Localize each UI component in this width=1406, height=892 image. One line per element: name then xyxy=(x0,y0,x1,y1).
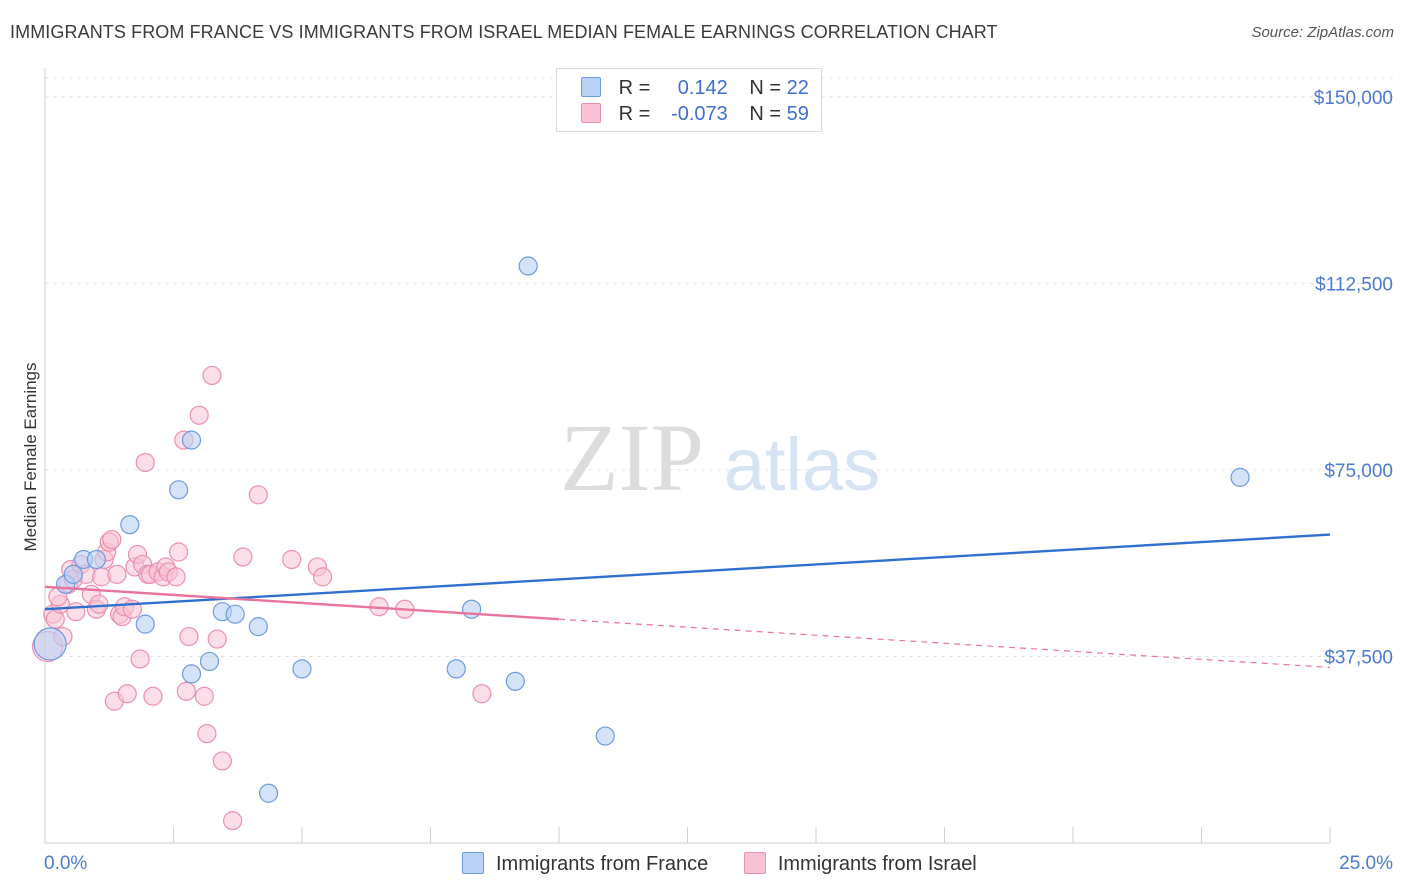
france-point-16 xyxy=(462,599,482,619)
israel-point-13 xyxy=(89,594,109,614)
israel-point-54 xyxy=(312,567,333,587)
trend-lines xyxy=(44,533,1331,669)
israel-point-57 xyxy=(472,684,492,704)
tick-labels: $37,500 $75,000 $112,500 $150,000 0.0% 25.0% xyxy=(44,88,1393,874)
israel-point-47 xyxy=(207,629,227,649)
israel-swatch xyxy=(581,103,601,123)
israel-point-42 xyxy=(179,626,199,647)
legend-row-france: R = 0.142 N = 22 xyxy=(581,77,809,101)
france-r-label: R = xyxy=(618,77,651,99)
france-point-6 xyxy=(169,480,189,500)
france-point-13 xyxy=(258,783,279,803)
israel-point-8 xyxy=(66,602,86,622)
legend-row-israel: R = -0.073 N = 59 xyxy=(581,103,809,127)
france-point-17 xyxy=(505,671,525,691)
israel-r-label: R = xyxy=(618,103,651,125)
france-legend-swatch xyxy=(462,852,484,874)
france-point-8 xyxy=(181,430,202,450)
x-tick-label-0: 0.0% xyxy=(44,853,87,874)
chart-title: IMMIGRANTS FROM FRANCE VS IMMIGRANTS FRO… xyxy=(10,22,998,42)
france-n-value: 22 xyxy=(786,77,809,99)
israel-point-28 xyxy=(130,649,150,669)
legend-item-israel: Immigrants from Israel xyxy=(743,852,977,876)
israel-point-44 xyxy=(194,686,214,706)
france-swatch xyxy=(581,77,601,97)
france-point-7 xyxy=(181,664,202,684)
france-point-4 xyxy=(120,515,140,535)
legend-item-france: Immigrants from France xyxy=(462,852,708,876)
y-tick-label-3: $150,000 xyxy=(1314,88,1393,109)
y-tick-label-1: $75,000 xyxy=(1324,461,1393,482)
israel-point-39 xyxy=(169,542,189,562)
source-label: Source: ZipAtlas.com xyxy=(1251,24,1394,41)
france-point-18 xyxy=(518,256,538,276)
y-axis-title: Median Female Earnings xyxy=(21,363,40,552)
israel-point-48 xyxy=(212,751,232,771)
watermark-atlas: atlas xyxy=(724,423,880,506)
israel-point-50 xyxy=(233,547,253,567)
israel-legend-label: Immigrants from Israel xyxy=(777,853,977,875)
france-point-21 xyxy=(63,564,83,584)
israel-point-46 xyxy=(202,365,222,386)
france-point-3 xyxy=(86,549,107,570)
israel-point-41 xyxy=(176,681,196,701)
series-legend: Immigrants from France Immigrants from I… xyxy=(462,852,1007,876)
france-point-19 xyxy=(595,726,615,746)
watermark-zip: ZIP xyxy=(560,404,704,511)
france-point-11 xyxy=(225,604,245,624)
israel-r-value: -0.073 xyxy=(671,103,728,125)
france-legend-label: Immigrants from France xyxy=(496,853,709,875)
israel-point-20 xyxy=(107,564,127,584)
israel-point-38 xyxy=(166,567,186,587)
x-tick-label-1: 25.0% xyxy=(1339,853,1393,874)
france-point-20 xyxy=(1230,467,1250,487)
israel-trend-dashed xyxy=(558,618,1331,669)
france-point-0 xyxy=(33,627,67,661)
israel-point-30 xyxy=(135,452,155,473)
israel-point-33 xyxy=(143,686,163,706)
france-r-value: 0.142 xyxy=(677,77,728,99)
israel-point-45 xyxy=(197,723,217,744)
france-point-9 xyxy=(199,651,220,672)
israel-legend-swatch xyxy=(743,852,766,874)
israel-point-52 xyxy=(282,549,302,570)
france-trend-line xyxy=(44,533,1331,611)
y-tick-label-0: $37,500 xyxy=(1324,647,1393,668)
france-points xyxy=(33,256,1250,803)
france-point-15 xyxy=(446,659,466,679)
israel-trend-line xyxy=(44,585,560,621)
y-tick-label-2: $112,500 xyxy=(1315,274,1393,295)
israel-point-18 xyxy=(102,529,122,550)
france-n-label: N = xyxy=(749,77,782,99)
france-point-5 xyxy=(135,614,155,634)
israel-n-label: N = xyxy=(749,103,782,125)
france-point-12 xyxy=(248,617,268,637)
israel-n-value: 59 xyxy=(786,103,809,125)
israel-points xyxy=(31,365,492,831)
israel-point-49 xyxy=(223,811,243,831)
axes xyxy=(44,68,1331,844)
israel-point-51 xyxy=(248,485,268,505)
correlation-legend: R = 0.142 N = 22 R = -0.073 N = 59 xyxy=(556,68,822,132)
israel-point-24 xyxy=(117,684,137,704)
france-point-14 xyxy=(292,659,312,679)
israel-point-43 xyxy=(189,405,209,425)
